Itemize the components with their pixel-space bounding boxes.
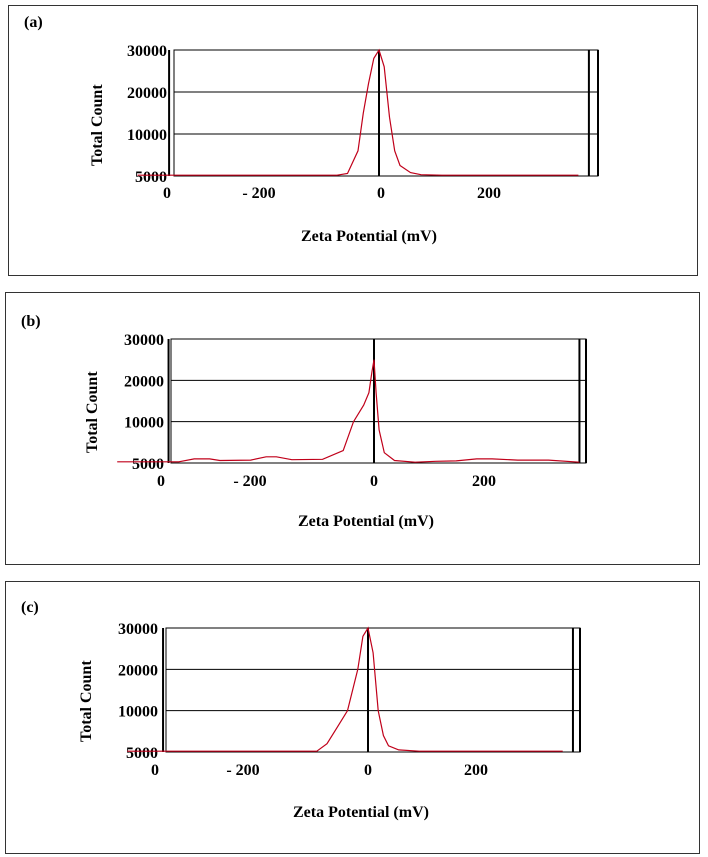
y-tick-label: 5000 <box>135 169 167 186</box>
x-axis-label: Zeta Potential (mV) <box>298 513 434 530</box>
y-tick-label: 30000 <box>118 621 158 638</box>
chart-panel-a: (a) Total Count Zeta Potential (mV) 3000… <box>8 5 698 276</box>
x-tick-label: 200 <box>464 762 488 779</box>
x-tick-label: 0 <box>163 185 171 202</box>
x-tick-label: 0 <box>364 762 372 779</box>
plot-frame <box>173 49 599 177</box>
x-tick-label: - 200 <box>242 185 275 202</box>
plot-frame <box>165 627 581 753</box>
y-tick-label: 30000 <box>124 332 164 349</box>
x-tick-label: - 200 <box>233 473 266 490</box>
y-tick-label: 30000 <box>127 43 167 60</box>
chart-panel-c: (c) Total Count Zeta Potential (mV) 3000… <box>5 581 700 854</box>
panel-label: (b) <box>21 313 41 330</box>
y-tick-label: 10000 <box>124 415 164 432</box>
series-line <box>137 48 579 176</box>
y-tick-label: 5000 <box>132 456 164 473</box>
series-line <box>117 359 580 463</box>
panel-label: (c) <box>21 599 39 616</box>
x-tick-label: 200 <box>472 473 496 490</box>
y-tick-label: 5000 <box>126 745 158 762</box>
x-axis-label: Zeta Potential (mV) <box>301 228 437 245</box>
y-tick-label: 20000 <box>127 85 167 102</box>
x-tick-label: 0 <box>377 185 385 202</box>
x-tick-label: - 200 <box>226 762 259 779</box>
series-line <box>127 626 563 752</box>
y-tick-label: 10000 <box>127 127 167 144</box>
x-tick-label: 200 <box>477 185 501 202</box>
y-tick-label: 20000 <box>124 373 164 390</box>
panel-label: (a) <box>24 14 43 31</box>
chart-panel-b: (b) Total Count Zeta Potential (mV) 3000… <box>5 292 700 565</box>
x-axis-label: Zeta Potential (mV) <box>293 804 429 821</box>
x-tick-label: 0 <box>151 762 159 779</box>
y-tick-label: 10000 <box>118 704 158 721</box>
x-tick-label: 0 <box>370 473 378 490</box>
y-tick-label: 20000 <box>118 662 158 679</box>
x-tick-label: 0 <box>157 473 165 490</box>
plot-frame <box>170 338 587 464</box>
